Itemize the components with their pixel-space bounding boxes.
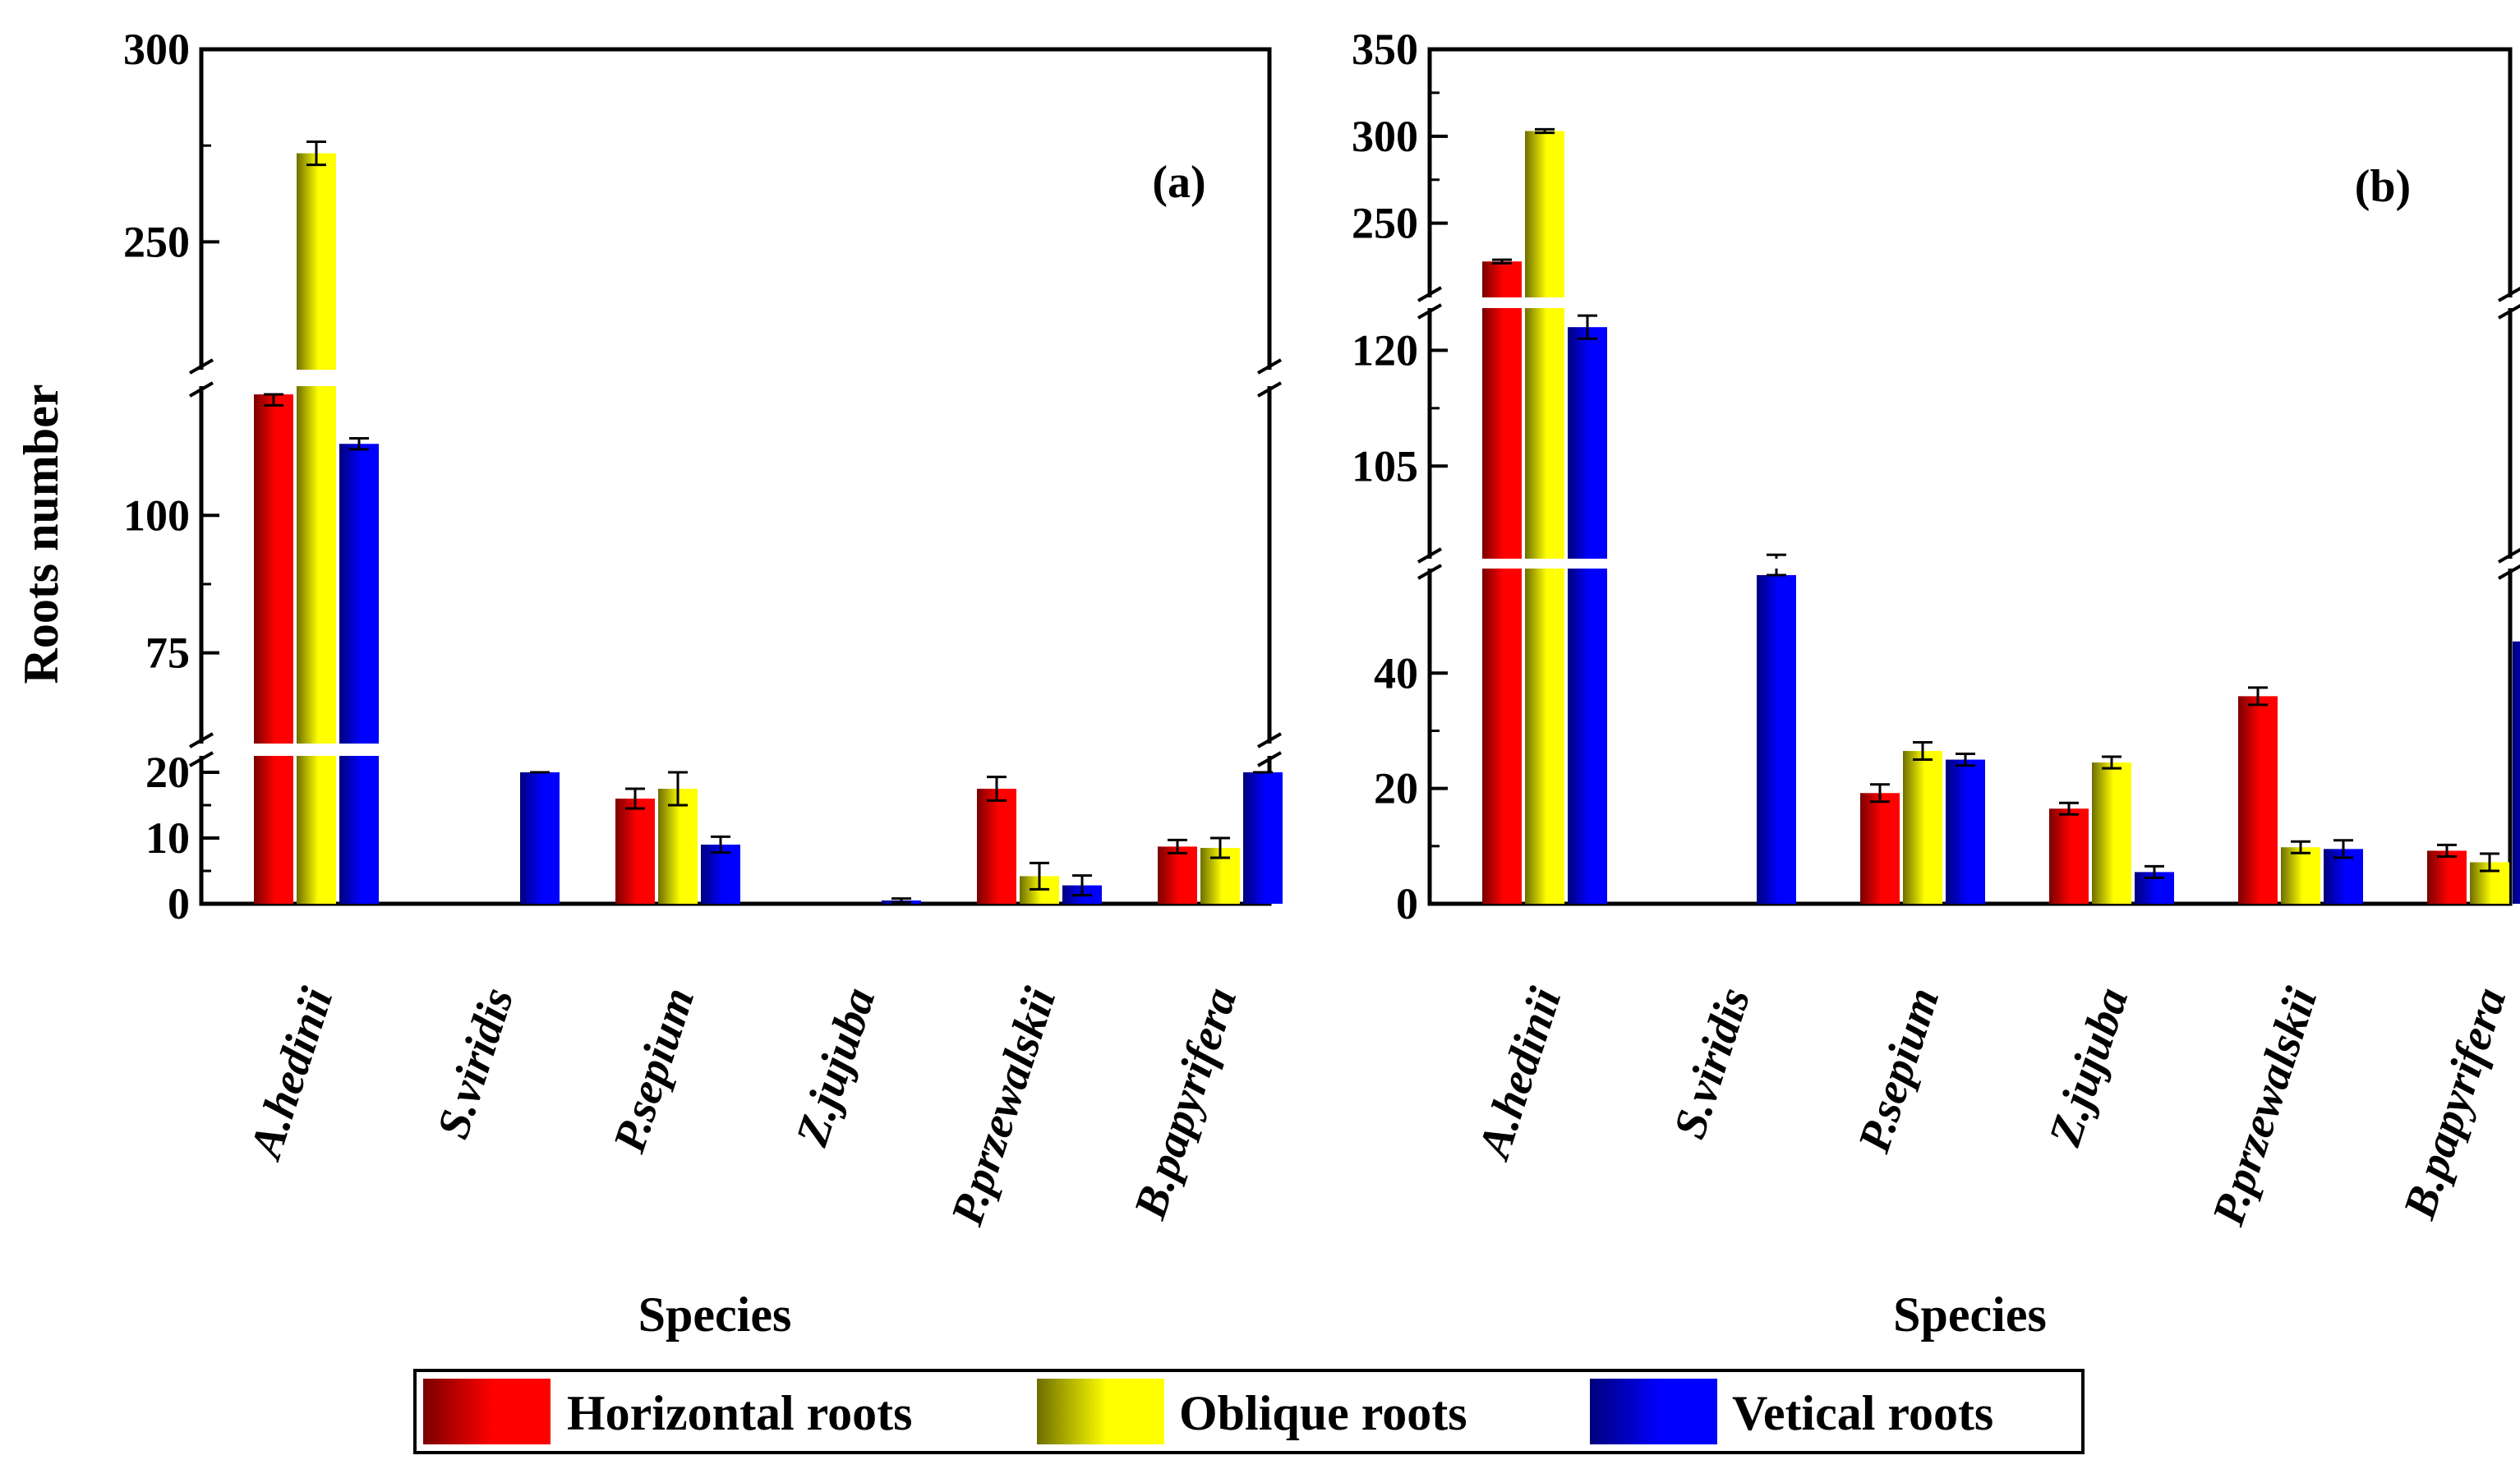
legend-label-horizontal: Horizontal roots (567, 1386, 913, 1440)
x-axis-title: Species (1893, 1287, 2047, 1342)
legend-label-vertical: Vetical roots (1732, 1386, 1993, 1440)
axis-break-mark (1417, 303, 1442, 320)
panel-label: (a) (1152, 157, 1205, 208)
x-tick-label-a-hedinii: A.hedinii (1468, 981, 1572, 1166)
x-tick-label-s-viridis: S.viridis (427, 982, 523, 1144)
bar-vetical-roots-a-hedinii (339, 444, 379, 904)
bar-horizontal-roots-b-papyrifera (2427, 850, 2467, 904)
axis-break-mark (189, 751, 214, 767)
y-tick-label: 20 (145, 748, 190, 797)
bar-horizontal-roots-a-hedinii (1482, 261, 1522, 904)
axis-break-mark (189, 358, 214, 375)
panel-a: 0 10 20 75 100 250 300 A.hedinii S.viridis P.sepi… (123, 25, 1283, 1342)
bar-oblique-roots-z-jujuba (2092, 762, 2131, 904)
bar-vetical-roots-b-papyrifera (1243, 772, 1283, 904)
x-tick-label-p-przewalskii: P.przewalskii (2203, 981, 2328, 1232)
bar-vetical-roots-a-hedinii (1568, 327, 1607, 904)
legend-swatch-vertical (1590, 1379, 1717, 1444)
legend-label-oblique: Oblique roots (1179, 1386, 1467, 1440)
legend-swatch-oblique (1037, 1379, 1164, 1444)
x-axis-title: Species (638, 1287, 792, 1342)
axis-break-gap (1420, 297, 2520, 308)
x-tick-label-p-sepium: P.sepium (603, 982, 704, 1159)
y-tick-label: 100 (123, 490, 190, 540)
y-tick-label: 250 (1352, 199, 1418, 248)
legend-frame (413, 1369, 2085, 1454)
axis-break-mark (2498, 286, 2520, 302)
axis-break-mark (1257, 381, 1282, 398)
axis-break-gap (191, 370, 1279, 386)
axis-break-mark (1257, 358, 1282, 375)
axis-break-mark (2498, 564, 2520, 580)
x-tick-label-z-jujuba: Z.jujuba (2039, 982, 2138, 1153)
bar-horizontal-roots-p-sepium (1860, 793, 1900, 904)
x-tick-label-z-jujuba: Z.jujuba (786, 982, 885, 1153)
bar-oblique-roots-a-hedinii (1525, 131, 1564, 905)
y-tick-label: 0 (1396, 879, 1418, 928)
y-tick-label: 250 (123, 217, 190, 266)
axis-break-mark (2498, 547, 2520, 564)
axis-break-gap (1420, 559, 2520, 569)
y-tick-label: 300 (123, 25, 190, 74)
panel-b: 0 20 40 105 120 250 300 350 A.hedinii S.viridis P.… (1352, 25, 2520, 1342)
axis-break-mark (189, 381, 214, 398)
x-tick-label-p-sepium: P.sepium (1848, 982, 1949, 1159)
y-tick-label: 105 (1352, 441, 1418, 490)
panel-label: (b) (2355, 161, 2411, 212)
bar-horizontal-roots-p-przewalskii (2238, 696, 2278, 904)
bar-horizontal-roots-p-przewalskii (977, 789, 1016, 904)
axis-break-mark (2498, 303, 2520, 320)
axis-break-mark (1257, 751, 1282, 767)
x-tick-label-p-przewalskii: P.przewalskii (942, 981, 1067, 1232)
bar-vetical-roots-p-sepium (701, 845, 740, 904)
axis-break-mark (189, 732, 214, 748)
y-tick-label: 10 (145, 813, 190, 863)
x-tick-label-a-hedinii: A.hedinii (240, 981, 343, 1166)
bar-oblique-roots-p-sepium (658, 789, 698, 904)
axis-break-mark (1417, 564, 1442, 580)
bar-horizontal-roots-z-jujuba (2049, 808, 2089, 904)
bar-vetical-roots-s-viridis (520, 772, 560, 904)
bar-horizontal-roots-a-hedinii (254, 394, 293, 904)
bar-vetical-roots-p-sepium (1946, 759, 1985, 904)
bar-oblique-roots-a-hedinii (297, 153, 336, 904)
y-tick-label: 40 (1374, 648, 1418, 698)
y-axis-title: Roots number (14, 384, 68, 684)
y-tick-label: 0 (168, 879, 190, 928)
bar-horizontal-roots-p-sepium (615, 799, 655, 904)
axis-break-mark (1417, 547, 1442, 564)
bar-vetical-roots-b-papyrifera (2513, 641, 2520, 904)
x-tick-label-b-papyrifera: B.papyrifera (2393, 982, 2516, 1226)
x-tick-label-b-papyrifera: B.papyrifera (1124, 982, 1246, 1226)
y-tick-label: 300 (1352, 112, 1418, 161)
y-tick-label: 75 (145, 629, 190, 678)
axis-break-gap (191, 744, 1279, 756)
x-tick-label-s-viridis: S.viridis (1664, 982, 1760, 1144)
y-tick-label: 350 (1352, 25, 1418, 74)
bar-oblique-roots-p-przewalskii (2281, 847, 2320, 904)
bar-oblique-roots-p-sepium (1903, 751, 1942, 904)
bar-vetical-roots-s-viridis (1757, 575, 1796, 904)
legend: Horizontal roots Oblique roots Vetical r… (413, 1369, 2085, 1454)
legend-swatch-horizontal (423, 1379, 551, 1444)
axis-break-mark (1257, 732, 1282, 748)
y-tick-label: 120 (1352, 325, 1418, 375)
axis-break-mark (1417, 286, 1442, 302)
bar-horizontal-roots-b-papyrifera (1158, 846, 1197, 904)
y-tick-label: 20 (1374, 764, 1418, 813)
